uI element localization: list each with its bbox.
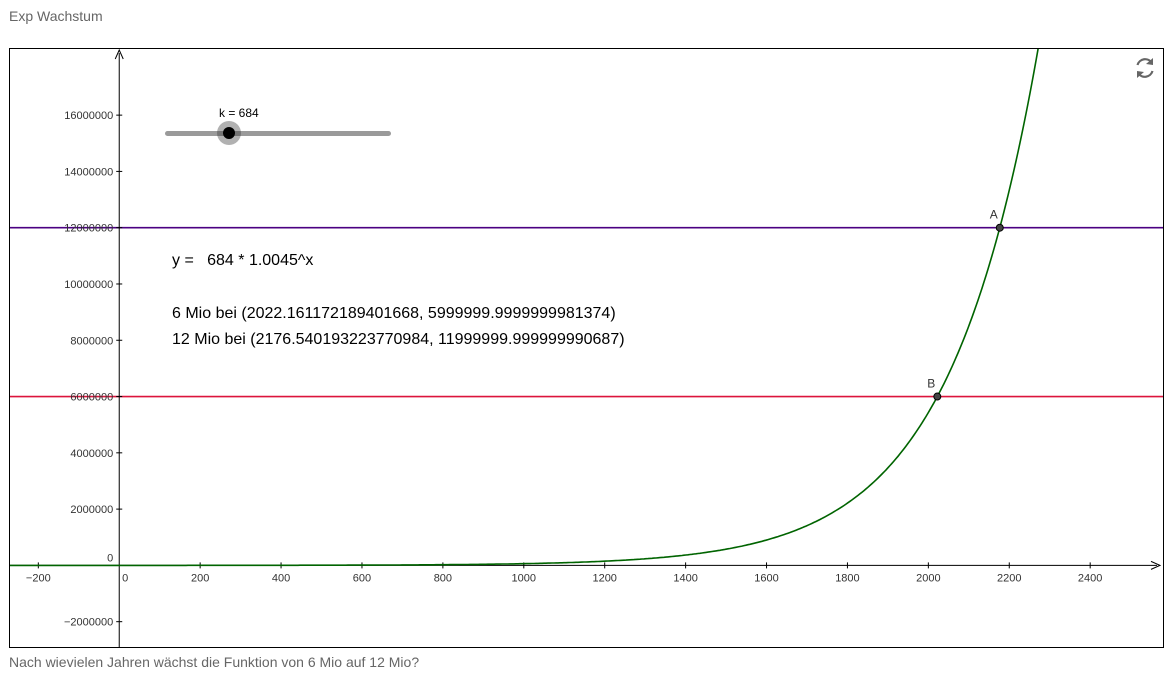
exponential-curve xyxy=(10,49,1039,567)
x-tick-label: −200 xyxy=(26,572,51,584)
y-axis-arrow xyxy=(114,49,124,60)
six-mio-text: 6 Mio bei (2022.161172189401668, 5999999… xyxy=(172,305,616,322)
x-tick-label: 400 xyxy=(272,572,290,584)
y-tick-label: 16000000 xyxy=(64,110,113,122)
y-tick-label: 2000000 xyxy=(70,504,113,516)
point-b xyxy=(933,392,942,401)
x-tick-label: 800 xyxy=(434,572,452,584)
reset-button[interactable] xyxy=(1131,54,1159,82)
x-tick-label: 2200 xyxy=(997,572,1021,584)
slider-label: k = 684 xyxy=(219,106,259,120)
question-text: Nach wievielen Jahren wächst die Funktio… xyxy=(9,654,420,670)
x-tick-label: 2000 xyxy=(916,572,940,584)
point-a xyxy=(995,223,1004,232)
y-tick-label: 4000000 xyxy=(70,448,113,460)
y-tick-label: 12000000 xyxy=(64,223,113,235)
x-tick-label: 0 xyxy=(122,572,128,584)
twelve-mio-text: 12 Mio bei (2176.540193223770984, 119999… xyxy=(172,331,625,348)
x-tick-label: 600 xyxy=(353,572,371,584)
x-tick-label: 1200 xyxy=(592,572,616,584)
y-tick-label: 14000000 xyxy=(64,166,113,178)
slider-track[interactable] xyxy=(165,131,391,136)
x-tick-label: 1400 xyxy=(673,572,697,584)
refresh-icon xyxy=(1136,58,1154,78)
graphing-applet[interactable]: −200 0 200 400 600 800 1000 1200 1400 1600 1800 200… xyxy=(9,48,1164,648)
slider-handle[interactable] xyxy=(217,121,242,145)
point-label-b: B xyxy=(927,377,935,391)
page-title: Exp Wachstum xyxy=(9,8,103,24)
x-axis-arrow xyxy=(1150,560,1162,570)
x-tick-label: 1600 xyxy=(754,572,778,584)
x-tick-label: 2400 xyxy=(1078,572,1102,584)
y-tick-label: 10000000 xyxy=(64,279,113,291)
y-tick-label: 6000000 xyxy=(70,392,113,404)
equation-text: y = 684 * 1.0045^x xyxy=(172,252,314,269)
point-label-a: A xyxy=(990,208,998,222)
y-tick-label: 8000000 xyxy=(70,335,113,347)
k-slider[interactable]: k = 684 xyxy=(165,104,391,145)
y-tick-label: 0 xyxy=(107,552,113,564)
graph-canvas[interactable]: −200 0 200 400 600 800 1000 1200 1400 1600 1800 200… xyxy=(10,49,1163,647)
x-tick-label: 1800 xyxy=(835,572,859,584)
x-tick-label: 1000 xyxy=(512,572,536,584)
x-tick-label: 200 xyxy=(191,572,209,584)
y-tick-label: −2000000 xyxy=(64,617,113,629)
